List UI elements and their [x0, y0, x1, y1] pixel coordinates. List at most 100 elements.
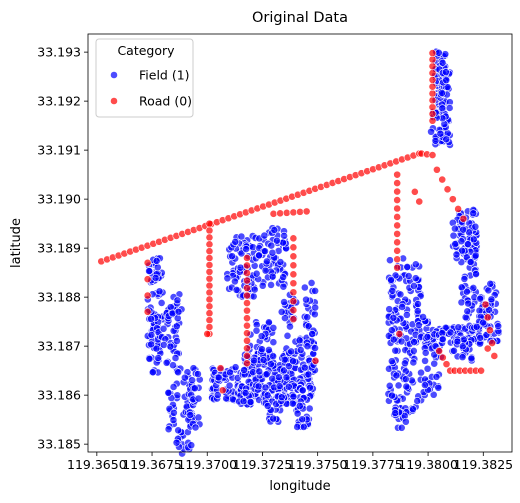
field-point	[159, 341, 168, 349]
field-point	[236, 263, 245, 272]
field-point	[279, 282, 288, 291]
y-tick-label: 33.192	[37, 94, 81, 109]
road-point	[428, 89, 437, 98]
field-point	[457, 298, 466, 307]
field-point	[173, 336, 181, 345]
road-point	[442, 360, 451, 369]
y-tick-label: 33.185	[37, 437, 81, 452]
road-point	[289, 208, 298, 217]
road-point	[289, 297, 298, 306]
field-point	[472, 270, 480, 278]
road-point	[269, 209, 278, 218]
field-point	[466, 258, 475, 266]
field-point	[438, 89, 446, 98]
road-point	[205, 295, 214, 304]
field-point	[259, 356, 268, 364]
road-point	[243, 351, 251, 360]
road-point	[243, 344, 251, 353]
legend-label-road: Road (0)	[139, 94, 192, 109]
field-point	[154, 354, 163, 362]
field-point	[270, 226, 279, 234]
road-point	[289, 315, 298, 324]
road-point	[243, 276, 251, 285]
field-point	[237, 232, 246, 241]
field-point	[174, 426, 183, 435]
field-point	[413, 307, 422, 315]
field-point	[403, 263, 412, 271]
field-point	[293, 409, 302, 418]
field-point	[187, 441, 196, 450]
field-point	[303, 342, 312, 351]
field-point	[281, 314, 289, 322]
field-point	[452, 250, 461, 259]
road-point	[243, 261, 251, 270]
legend-label-field: Field (1)	[139, 68, 190, 83]
field-point	[277, 308, 286, 316]
field-point	[280, 366, 288, 375]
road-point	[243, 254, 251, 262]
field-point	[289, 357, 297, 366]
field-point	[476, 333, 485, 342]
field-point	[471, 222, 480, 231]
field-point	[257, 332, 266, 341]
field-point	[451, 240, 460, 248]
road-point	[433, 165, 441, 174]
field-point	[387, 275, 395, 284]
y-tick-label: 33.186	[37, 388, 81, 403]
field-point	[194, 370, 202, 378]
field-point	[254, 382, 263, 391]
road-point	[428, 96, 437, 105]
road-point	[243, 284, 251, 292]
legend-marker-road	[110, 97, 118, 105]
field-point	[277, 393, 286, 402]
field-point	[464, 299, 473, 308]
field-point	[145, 354, 154, 363]
field-point	[249, 292, 258, 301]
y-tick-label: 33.188	[37, 290, 81, 305]
field-point	[388, 391, 396, 400]
field-point	[180, 373, 189, 382]
field-point	[287, 347, 296, 356]
road-point	[454, 205, 463, 213]
field-point	[487, 295, 496, 304]
road-point	[243, 291, 251, 300]
road-point	[311, 356, 320, 365]
field-point	[398, 303, 407, 311]
field-point	[417, 368, 425, 377]
road-point	[428, 103, 437, 112]
road-point	[205, 254, 214, 262]
field-point	[293, 423, 302, 431]
field-point	[152, 344, 161, 353]
field-point	[166, 342, 175, 351]
field-point	[427, 127, 435, 136]
field-point	[267, 281, 275, 289]
field-point	[258, 345, 266, 354]
road-point	[393, 246, 402, 255]
field-point	[171, 354, 180, 362]
field-point	[311, 303, 320, 312]
road-point	[435, 347, 444, 355]
field-point	[174, 307, 183, 316]
field-point	[155, 287, 164, 296]
x-tick-label: 119.3675	[122, 457, 182, 472]
road-point	[143, 307, 152, 316]
road-point	[243, 299, 251, 307]
field-point	[153, 263, 162, 272]
field-point	[300, 363, 309, 372]
field-point	[267, 241, 276, 250]
field-point	[173, 296, 182, 305]
field-point	[449, 231, 458, 240]
road-point	[393, 179, 402, 187]
field-point	[260, 231, 269, 240]
field-point	[279, 273, 288, 282]
field-point	[310, 310, 319, 319]
road-point	[483, 313, 492, 322]
road-point	[428, 69, 437, 77]
field-point	[402, 382, 411, 391]
field-point	[389, 313, 398, 322]
x-tick-label: 119.3825	[453, 457, 513, 472]
field-point	[188, 376, 197, 385]
field-point	[388, 286, 397, 295]
field-point	[442, 76, 451, 85]
field-point	[246, 398, 255, 406]
